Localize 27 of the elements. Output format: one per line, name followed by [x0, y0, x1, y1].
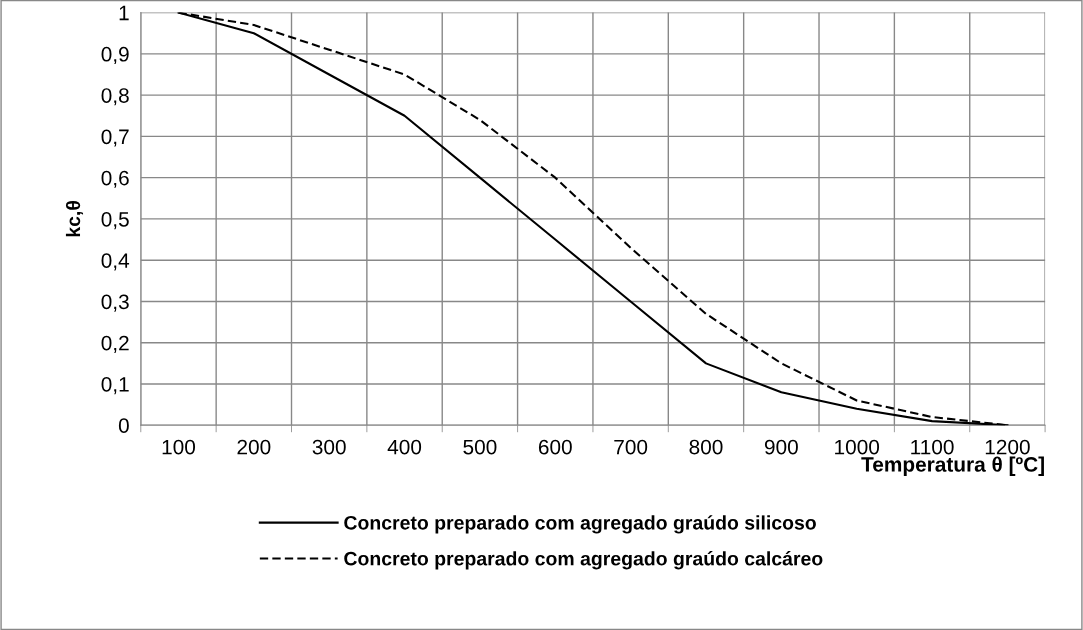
y-axis-title: kc,θ — [65, 201, 84, 237]
x-tick-label: 200 — [237, 439, 271, 455]
x-axis-title: Temperatura θ [ºC] — [861, 456, 1044, 476]
y-tick-label: 0,9 — [101, 46, 129, 65]
y-tick-label: 0,5 — [101, 211, 129, 230]
y-tick-label: 0,1 — [101, 376, 129, 395]
x-tick-label: 900 — [764, 439, 798, 455]
x-tick-label: 700 — [614, 439, 648, 455]
x-tick-label: 1200 — [985, 439, 1030, 455]
x-tick-label: 500 — [463, 439, 497, 455]
y-tick-label: 0,8 — [101, 88, 129, 106]
y-tick-label: 0,6 — [101, 170, 129, 188]
y-tick-label: 0,4 — [101, 253, 130, 271]
x-tick-label: 400 — [387, 439, 422, 455]
x-tick-label: 100 — [162, 439, 196, 455]
y-tick-label: 0,7 — [101, 129, 129, 147]
legend-label: Concreto preparado com agregado graúdo calcáreo — [344, 551, 823, 570]
y-tick-label: 0,3 — [101, 294, 129, 312]
x-tick-label: 300 — [312, 439, 346, 455]
x-tick-label: 1000 — [835, 439, 880, 455]
x-tick-label: 600 — [538, 439, 572, 455]
x-tick-label: 1100 — [911, 439, 954, 455]
y-tick-label: 0 — [118, 418, 129, 433]
legend-label: Concreto preparado com agregado graúdo silicoso — [344, 515, 816, 534]
y-tick-label: 0,2 — [101, 335, 129, 353]
x-tick-label: 800 — [689, 439, 723, 455]
y-tick-label: 1 — [119, 5, 129, 21]
